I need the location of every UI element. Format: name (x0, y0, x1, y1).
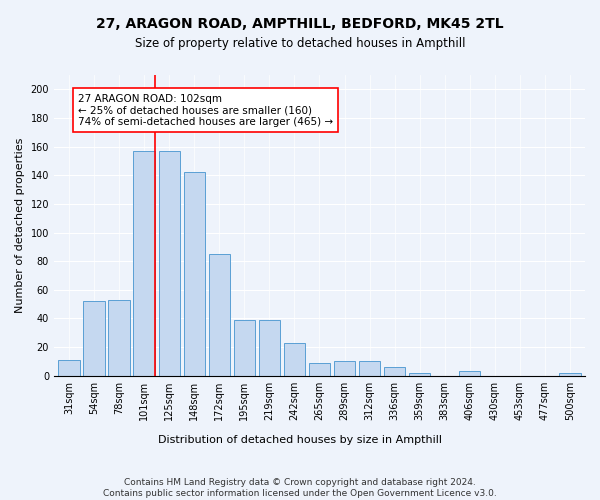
Bar (184, 172, 205, 376)
Bar (83, 302, 104, 376)
Bar (559, 373, 581, 376)
Bar (109, 300, 130, 376)
Bar (409, 373, 430, 376)
Bar (233, 320, 255, 376)
Bar (158, 151, 180, 376)
Text: Contains HM Land Registry data © Crown copyright and database right 2024.
Contai: Contains HM Land Registry data © Crown c… (103, 478, 497, 498)
Bar (359, 362, 380, 376)
Y-axis label: Number of detached properties: Number of detached properties (15, 138, 25, 313)
Text: 27, ARAGON ROAD, AMPTHILL, BEDFORD, MK45 2TL: 27, ARAGON ROAD, AMPTHILL, BEDFORD, MK45… (96, 18, 504, 32)
Bar (58, 360, 80, 376)
Text: Size of property relative to detached houses in Ampthill: Size of property relative to detached ho… (135, 38, 465, 51)
Text: 27 ARAGON ROAD: 102sqm
← 25% of detached houses are smaller (160)
74% of semi-de: 27 ARAGON ROAD: 102sqm ← 25% of detached… (78, 94, 333, 127)
Bar (459, 372, 481, 376)
Bar (209, 254, 230, 376)
Bar (284, 343, 305, 376)
Bar (384, 367, 405, 376)
Text: Distribution of detached houses by size in Ampthill: Distribution of detached houses by size … (158, 435, 442, 445)
Bar (259, 320, 280, 376)
Bar (334, 362, 355, 376)
Bar (133, 151, 155, 376)
Bar (309, 363, 330, 376)
